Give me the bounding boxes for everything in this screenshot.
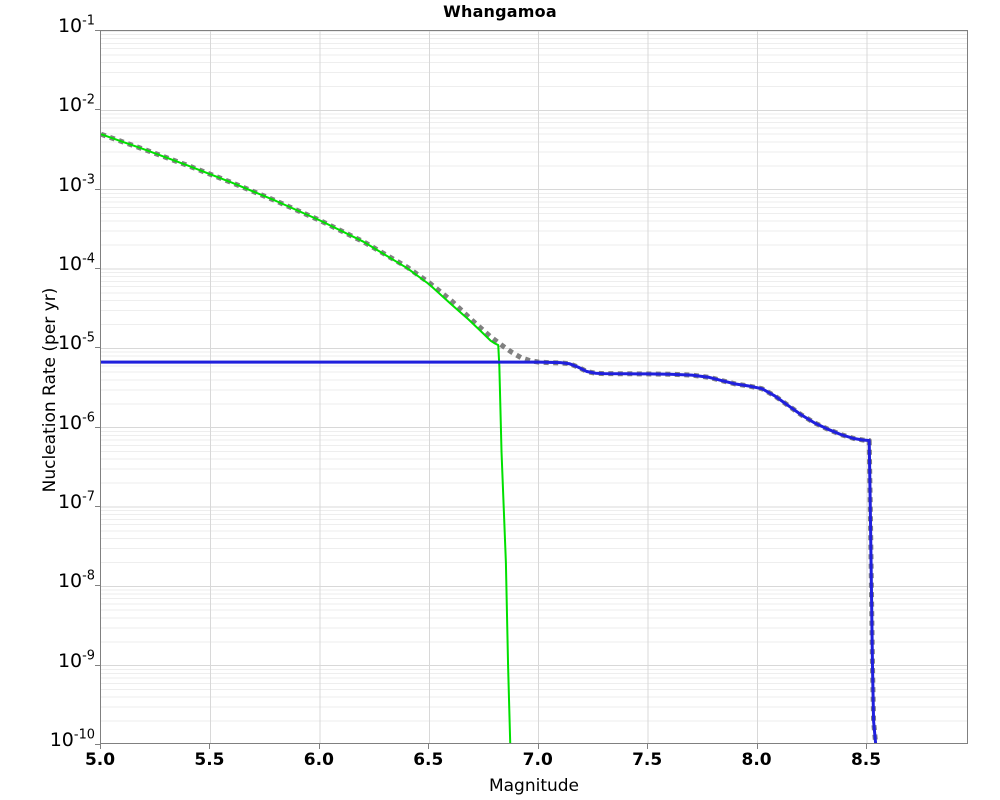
y-tick-mantissa: 10 — [57, 411, 83, 434]
y-tick-mark — [95, 268, 100, 269]
y-tick-mark — [95, 427, 100, 428]
y-tick-label: 10-4 — [57, 251, 95, 275]
x-tick-label: 6.5 — [413, 750, 444, 770]
y-tick-label: 10-3 — [57, 173, 95, 196]
x-tick-mark — [647, 744, 648, 749]
y-tick-label: 10-2 — [57, 93, 95, 117]
y-tick-exponent: -1 — [82, 13, 95, 29]
y-tick-mark — [95, 189, 100, 190]
y-tick-exponent: -4 — [82, 251, 95, 267]
y-tick-exponent: -2 — [82, 93, 95, 108]
y-tick-exponent: -10 — [73, 727, 95, 743]
x-tick-label: 5.5 — [194, 750, 225, 770]
x-tick-mark — [866, 744, 867, 749]
y-tick-label: 10-9 — [57, 649, 95, 672]
x-axis-label: Magnitude — [488, 776, 580, 796]
y-tick-mark — [95, 506, 100, 507]
x-tick-label: 8.0 — [741, 750, 772, 770]
y-tick-label: 10-7 — [57, 489, 95, 513]
series-total-rate — [101, 131, 879, 743]
y-tick-mantissa: 10 — [57, 253, 83, 275]
y-tick-exponent: -7 — [82, 489, 95, 505]
y-tick-exponent: -5 — [82, 331, 95, 346]
y-tick-mantissa: 10 — [57, 173, 83, 196]
y-tick-exponent: -8 — [82, 569, 95, 584]
y-tick-mantissa: 10 — [57, 570, 83, 593]
x-tick-label: 5.0 — [84, 750, 116, 770]
y-tick-label: 10-5 — [57, 331, 95, 355]
y-tick-mark — [95, 744, 100, 745]
y-tick-exponent: -9 — [82, 648, 95, 664]
x-tick-label: 6.0 — [303, 750, 334, 770]
x-tick-mark — [100, 744, 101, 749]
series-background-rate-green — [101, 133, 512, 743]
x-tick-label: 7.0 — [522, 750, 553, 770]
x-tick-mark — [319, 744, 320, 749]
y-tick-mantissa: 10 — [49, 729, 74, 751]
y-tick-exponent: -3 — [82, 172, 95, 188]
y-tick-label: 10-10 — [49, 727, 95, 751]
chart-title: Whangamoa — [443, 2, 557, 21]
y-tick-mark — [95, 109, 100, 110]
y-tick-label: 10-1 — [57, 13, 95, 37]
y-tick-mantissa: 10 — [57, 94, 83, 117]
y-tick-mark — [95, 665, 100, 666]
y-tick-mantissa: 10 — [57, 491, 83, 513]
y-axis-tick-labels: 10-1 10-2 10-3 10-4 10-5 10-6 10-7 10-8 10-9 10-1… — [0, 0, 95, 800]
plot-area — [100, 30, 968, 744]
x-tick-label: 8.5 — [850, 750, 882, 770]
y-tick-exponent: -6 — [82, 410, 95, 426]
y-tick-mantissa: 10 — [57, 15, 83, 37]
y-tick-mantissa: 10 — [57, 332, 83, 355]
data-series-layer — [101, 131, 879, 743]
x-tick-mark — [538, 744, 539, 749]
x-tick-mark — [757, 744, 758, 749]
x-tick-mark — [428, 744, 429, 749]
x-tick-label: 7.5 — [632, 750, 663, 770]
y-tick-mark — [95, 585, 100, 586]
y-tick-label: 10-6 — [57, 411, 95, 434]
y-tick-label: 10-8 — [57, 569, 95, 593]
grid-lines — [101, 31, 967, 743]
y-tick-mark — [95, 347, 100, 348]
y-tick-mantissa: 10 — [57, 649, 83, 672]
x-tick-mark — [209, 744, 210, 749]
y-tick-mark — [95, 30, 100, 31]
series-characteristic-rate-blue — [101, 360, 878, 743]
